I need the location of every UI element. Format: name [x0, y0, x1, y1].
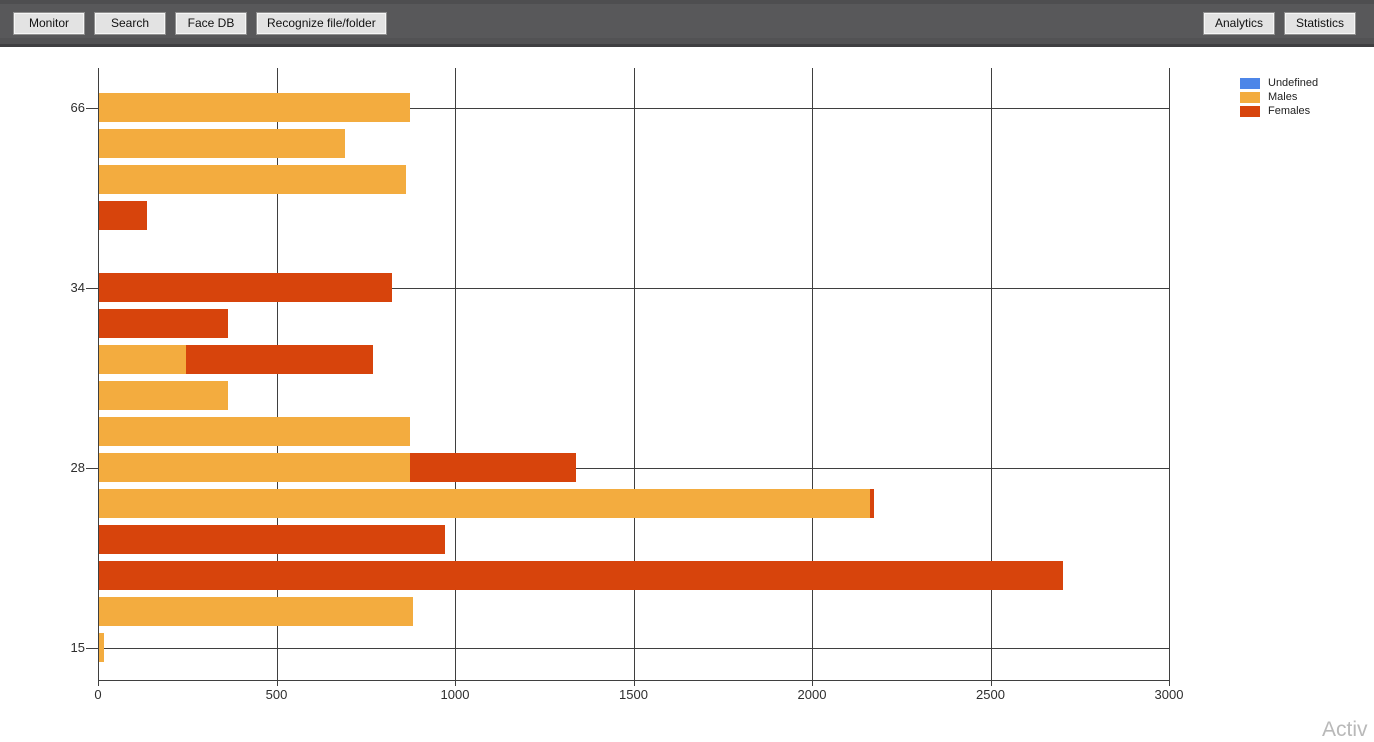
y-gridline: [86, 647, 1169, 649]
x-tick: [276, 680, 278, 686]
x-axis-tick-label: 0: [94, 687, 102, 702]
x-axis-line: [98, 680, 1170, 681]
toolbar: Monitor Search Face DB Recognize file/fo…: [0, 0, 1374, 47]
x-gridline: [1169, 68, 1170, 680]
males-bar[interactable]: [99, 345, 186, 374]
monitor-button[interactable]: Monitor: [13, 12, 85, 35]
females-bar[interactable]: [99, 525, 445, 554]
statistics-button[interactable]: Statistics: [1284, 12, 1356, 35]
chart-legend: Undefined Males Females: [1240, 76, 1318, 118]
females-bar[interactable]: [99, 273, 392, 302]
legend-label: Undefined: [1268, 77, 1319, 89]
legend-entry: Undefined: [1240, 76, 1318, 90]
watermark-text: Activ: [1322, 718, 1368, 741]
toolbar-left-group: Monitor Search Face DB Recognize file/fo…: [13, 12, 387, 35]
legend-swatch-undefined: [1240, 77, 1260, 89]
x-gridline: [812, 68, 813, 680]
search-button[interactable]: Search: [94, 12, 166, 35]
x-axis-tick-label: 2000: [797, 687, 827, 702]
age-gender-bar-chart: 0 500 1000 1500 2000 2500 3000 66 34 28 15: [0, 47, 1374, 742]
y-axis-tick-label: 15: [70, 639, 85, 655]
females-bar[interactable]: [186, 345, 373, 374]
toolbar-right-group: Analytics Statistics: [1203, 12, 1356, 35]
males-bar[interactable]: [99, 597, 413, 626]
females-bar[interactable]: [99, 201, 147, 230]
x-gridline: [455, 68, 456, 680]
legend-entry: Females: [1240, 104, 1318, 118]
males-bar[interactable]: [99, 381, 228, 410]
x-axis-tick-label: 3000: [1154, 687, 1184, 702]
males-bar[interactable]: [99, 165, 406, 194]
x-axis-tick-label: 1500: [619, 687, 648, 702]
x-gridline: [990, 68, 992, 680]
y-axis-tick-label: 34: [70, 279, 85, 295]
analytics-button[interactable]: Analytics: [1203, 12, 1275, 35]
males-bar[interactable]: [99, 129, 345, 158]
y-gridline: [86, 287, 1169, 289]
x-tick: [633, 680, 635, 686]
males-bar[interactable]: [99, 93, 410, 122]
x-tick: [455, 680, 456, 686]
y-gridline: [86, 467, 1169, 469]
legend-label: Males: [1268, 91, 1298, 103]
recognize-file-folder-button[interactable]: Recognize file/folder: [256, 12, 387, 35]
females-bar[interactable]: [870, 489, 874, 518]
males-bar[interactable]: [99, 489, 870, 518]
females-bar[interactable]: [99, 309, 228, 338]
x-tick: [812, 680, 813, 686]
y-gridline: [86, 107, 1169, 109]
legend-swatch-females: [1240, 105, 1260, 117]
males-bar[interactable]: [99, 417, 410, 446]
face-db-button[interactable]: Face DB: [175, 12, 247, 35]
legend-swatch-males: [1240, 91, 1260, 103]
x-axis-tick-label: 500: [265, 687, 288, 702]
legend-label: Females: [1268, 105, 1311, 117]
x-gridline: [633, 68, 635, 680]
y-axis-tick-label: 28: [70, 459, 85, 475]
legend-entry: Males: [1240, 90, 1318, 104]
females-bar[interactable]: [99, 561, 1063, 590]
y-axis-line: [98, 68, 99, 686]
x-axis-tick-label: 1000: [440, 687, 470, 702]
males-bar[interactable]: [99, 453, 410, 482]
x-gridline: [276, 68, 278, 680]
y-axis-tick-label: 66: [70, 99, 85, 115]
x-tick: [990, 680, 992, 686]
x-tick: [1169, 680, 1170, 686]
x-axis-tick-label: 2500: [976, 687, 1005, 702]
females-bar[interactable]: [410, 453, 576, 482]
males-bar[interactable]: [99, 633, 104, 662]
